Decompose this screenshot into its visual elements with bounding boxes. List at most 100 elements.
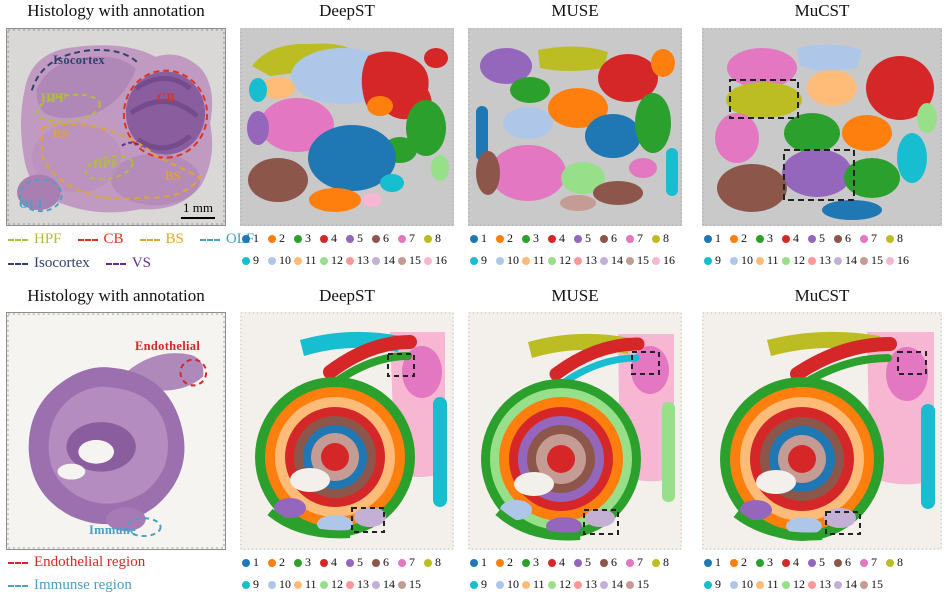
- mucst-a-legend-row2: 9 10 11 12 13 14 15 16: [704, 253, 940, 268]
- cluster-number: 4: [793, 555, 799, 569]
- cluster-color-dot: [860, 234, 868, 243]
- legend-label: CB: [103, 231, 124, 247]
- cluster-number: 14: [383, 577, 395, 591]
- cluster-color-dot: [626, 580, 634, 589]
- cluster-number: 13: [585, 577, 597, 591]
- cluster-color-dot: [600, 234, 608, 243]
- histology-panel-a: Isocortex HPF CB BS HPF BS OLF 1 mm: [6, 28, 226, 226]
- cluster-color-dot: [860, 580, 868, 589]
- cluster-color-dot: [782, 234, 790, 243]
- cluster-number: 6: [383, 231, 389, 245]
- cluster-number: 2: [279, 231, 285, 245]
- highlight-box: [729, 79, 799, 119]
- cluster-color-dot: [756, 234, 764, 243]
- cluster-legend-item: 14: [600, 577, 626, 592]
- cluster-legend-item: 4: [320, 555, 346, 570]
- mucst-b-title: MuCST: [794, 286, 850, 305]
- cluster-color-dot: [470, 256, 478, 265]
- cluster-color-dot: [730, 256, 738, 265]
- cluster-legend-item: 11: [294, 253, 320, 268]
- cluster-legend-item: 5: [574, 231, 600, 246]
- cluster-color-dot: [860, 256, 868, 265]
- cluster-number: 15: [871, 253, 883, 267]
- cluster-number: 8: [435, 231, 441, 245]
- cluster-number: 9: [715, 253, 721, 267]
- cluster-legend-item: 1: [242, 555, 268, 570]
- cluster-color-dot: [470, 558, 478, 567]
- cluster-legend-item: 11: [522, 253, 548, 268]
- cluster-number: 7: [409, 231, 415, 245]
- cluster-color-dot: [496, 558, 504, 567]
- legend-item-bs: BS: [139, 231, 184, 248]
- scale-bar-label: 1 mm: [181, 200, 215, 219]
- cluster-number: 8: [897, 555, 903, 569]
- cluster-color-dot: [522, 580, 530, 589]
- cluster-legend-item: 2: [496, 231, 522, 246]
- mucst-a-legend-row1: 1 2 3 4 5 6 7 8: [704, 231, 940, 246]
- cluster-number: 5: [585, 231, 591, 245]
- region-label-endothelial: Endothelial: [135, 339, 201, 353]
- deepst-b-legend-row1: 1 2 3 4 5 6 7 8: [242, 555, 454, 570]
- legend-item-endothelial-region: Endothelial region: [8, 554, 145, 571]
- deepst-panel-a: [240, 28, 454, 226]
- isocortex-outline: [30, 49, 139, 91]
- cluster-legend-item: 11: [294, 577, 320, 592]
- legend-label: VS: [131, 255, 151, 271]
- cluster-number: 4: [559, 555, 565, 569]
- cluster-color-dot: [574, 558, 582, 567]
- cluster-number: 1: [715, 555, 721, 569]
- cluster-color-dot: [782, 580, 790, 589]
- cluster-color-dot: [294, 256, 302, 265]
- cluster-legend-item: 2: [268, 231, 294, 246]
- cluster-color-dot: [424, 558, 432, 567]
- cluster-number: 10: [741, 577, 753, 591]
- cluster-number: 8: [897, 231, 903, 245]
- histology-a-title: Histology with annotation: [27, 1, 205, 20]
- cluster-legend-item: 7: [860, 231, 886, 246]
- cluster-legend-item: 10: [730, 577, 756, 592]
- cluster-number: 9: [253, 253, 259, 267]
- region-label-hpf-2: HPF: [93, 157, 119, 171]
- muse-b-cluster-map: [468, 312, 682, 550]
- cluster-color-dot: [398, 256, 406, 265]
- cluster-color-dot: [886, 256, 894, 265]
- annotation-legend-a-row2: Isocortex VS: [8, 255, 151, 272]
- cluster-color-dot: [242, 558, 250, 567]
- cluster-number: 13: [357, 253, 369, 267]
- cluster-color-dot: [242, 256, 250, 265]
- dash-swatch: [8, 238, 28, 241]
- deepst-a-legend-row1: 1 2 3 4 5 6 7 8: [242, 231, 454, 246]
- cluster-color-dot: [548, 580, 556, 589]
- dash-swatch: [105, 262, 126, 265]
- cluster-color-dot: [496, 580, 504, 589]
- cluster-legend-item: 8: [424, 231, 450, 246]
- mucst-a-cluster-map: [702, 28, 942, 226]
- cluster-legend-item: 15: [626, 577, 652, 592]
- mucst-panel-a: [702, 28, 942, 226]
- cluster-color-dot: [652, 558, 660, 567]
- cluster-color-dot: [346, 580, 354, 589]
- cluster-number: 1: [715, 231, 721, 245]
- cluster-number: 10: [507, 577, 519, 591]
- cluster-legend-item: 14: [834, 253, 860, 268]
- cluster-number: 1: [253, 231, 259, 245]
- region-label-hpf: HPF: [41, 91, 67, 105]
- cluster-number: 8: [663, 231, 669, 245]
- cluster-color-dot: [600, 580, 608, 589]
- cluster-number: 4: [793, 231, 799, 245]
- cluster-number: 9: [481, 577, 487, 591]
- cluster-color-dot: [860, 558, 868, 567]
- cluster-legend-item: 8: [424, 555, 450, 570]
- cluster-legend-item: 14: [372, 577, 398, 592]
- cluster-color-dot: [808, 580, 816, 589]
- cluster-color-dot: [294, 580, 302, 589]
- cluster-number: 9: [715, 577, 721, 591]
- cluster-number: 9: [481, 253, 487, 267]
- legend-label: Endothelial region: [34, 554, 146, 570]
- cluster-color-dot: [600, 256, 608, 265]
- cluster-legend-item: 2: [730, 555, 756, 570]
- cluster-number: 16: [663, 253, 675, 267]
- cluster-legend-item: 13: [574, 253, 600, 268]
- cluster-legend-item: 15: [860, 577, 886, 592]
